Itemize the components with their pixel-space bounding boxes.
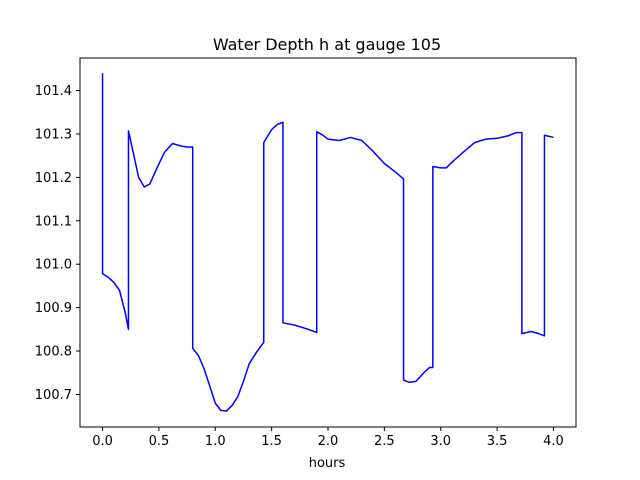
x-tick-label: 1.5 — [261, 434, 282, 449]
y-tick-label: 101.2 — [35, 171, 72, 186]
x-tick-label: 0.0 — [92, 434, 113, 449]
x-tick-label: 3.0 — [430, 434, 451, 449]
x-axis: 0.0 0.5 1.0 1.5 2.0 2.5 3.0 3.5 4.0 — [92, 427, 564, 449]
x-tick-label: 3.5 — [487, 434, 508, 449]
y-tick-label: 100.8 — [35, 345, 72, 360]
y-tick-label: 101.1 — [35, 214, 72, 229]
x-tick-label: 2.0 — [318, 434, 339, 449]
y-axis: 100.7 100.8 100.9 101.0 101.1 101.2 101.3 101.4 — [35, 84, 80, 403]
y-tick-label: 101.3 — [35, 127, 72, 142]
x-tick-label: 2.5 — [374, 434, 395, 449]
y-tick-label: 100.7 — [35, 388, 72, 403]
y-tick-label: 101.4 — [35, 84, 72, 99]
x-tick-label: 1.0 — [205, 434, 226, 449]
x-tick-label: 4.0 — [543, 434, 564, 449]
y-tick-label: 100.9 — [35, 301, 72, 316]
x-tick-label: 0.5 — [149, 434, 170, 449]
chart-title: Water Depth h at gauge 105 — [213, 35, 441, 54]
plot-frame — [79, 57, 577, 428]
y-tick-label: 101.0 — [35, 258, 72, 273]
series-line — [101, 73, 554, 412]
plot-area — [101, 73, 554, 412]
x-axis-label: hours — [309, 456, 346, 471]
